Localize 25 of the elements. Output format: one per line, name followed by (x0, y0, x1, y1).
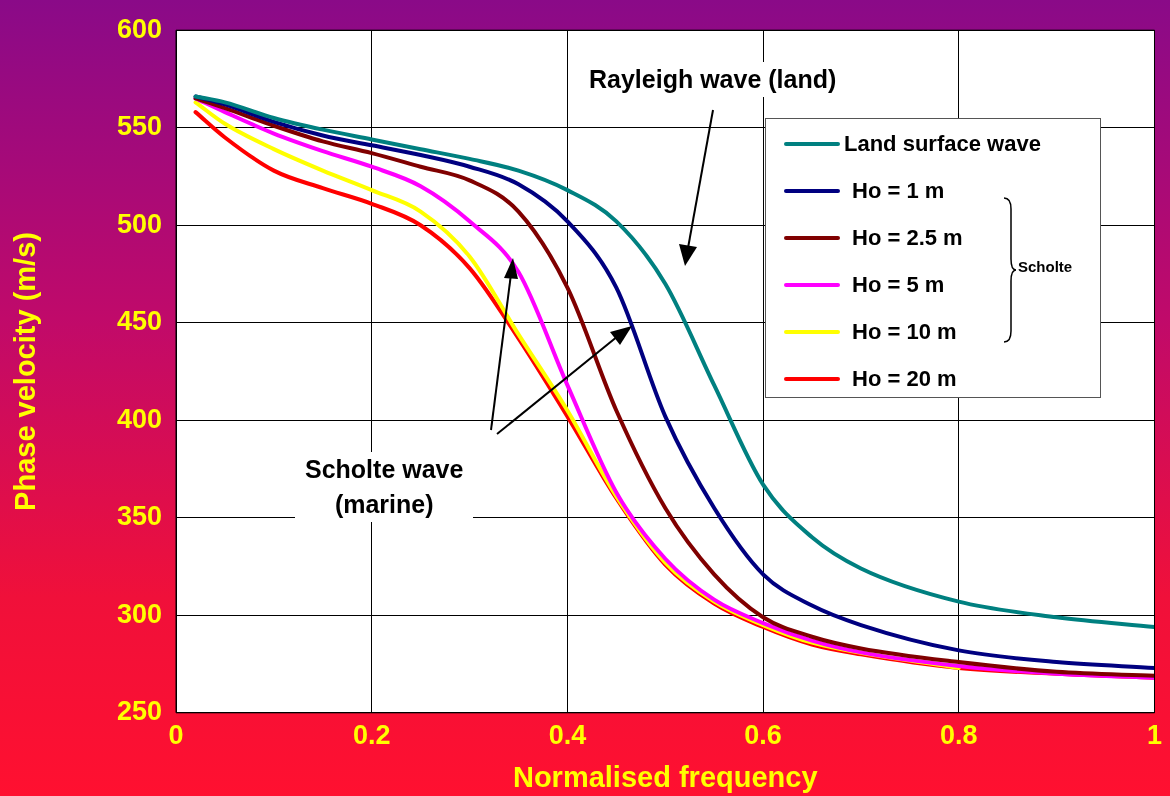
x-tick-label: 0.4 (548, 720, 587, 751)
x-axis-title: Normalised frequency (512, 760, 818, 793)
x-tick-label: 0.6 (744, 720, 782, 751)
annotation: Scholte wave (marine) (295, 452, 474, 522)
legend-label: Ho = 20 m (852, 366, 957, 392)
y-tick-label: 550 (116, 111, 162, 142)
y-tick-label: 300 (116, 598, 162, 629)
legend-label: Ho = 5 m (852, 272, 945, 298)
x-tick-label: 1 (1146, 720, 1163, 751)
legend-label: Land surface wave (844, 131, 1041, 157)
x-tick-label: 0.8 (940, 720, 978, 751)
annotation: Scholte (1018, 258, 1073, 275)
annotation: Rayleigh wave (land) (585, 62, 841, 97)
legend-label: Ho = 10 m (852, 319, 957, 345)
x-tick-label: 0.2 (352, 720, 391, 751)
y-tick-label: 400 (116, 403, 162, 434)
y-tick-label: 450 (116, 306, 162, 337)
y-tick-label: 350 (116, 501, 162, 532)
y-tick-label: 500 (116, 208, 162, 239)
y-tick-label: 250 (116, 696, 162, 727)
y-axis-title: Phase velocity (m/s) (9, 232, 42, 511)
legend-label: Ho = 2.5 m (852, 225, 963, 251)
y-tick-label: 600 (116, 13, 162, 44)
x-tick-label: 0 (168, 720, 184, 751)
legend-label: Ho = 1 m (852, 178, 945, 204)
